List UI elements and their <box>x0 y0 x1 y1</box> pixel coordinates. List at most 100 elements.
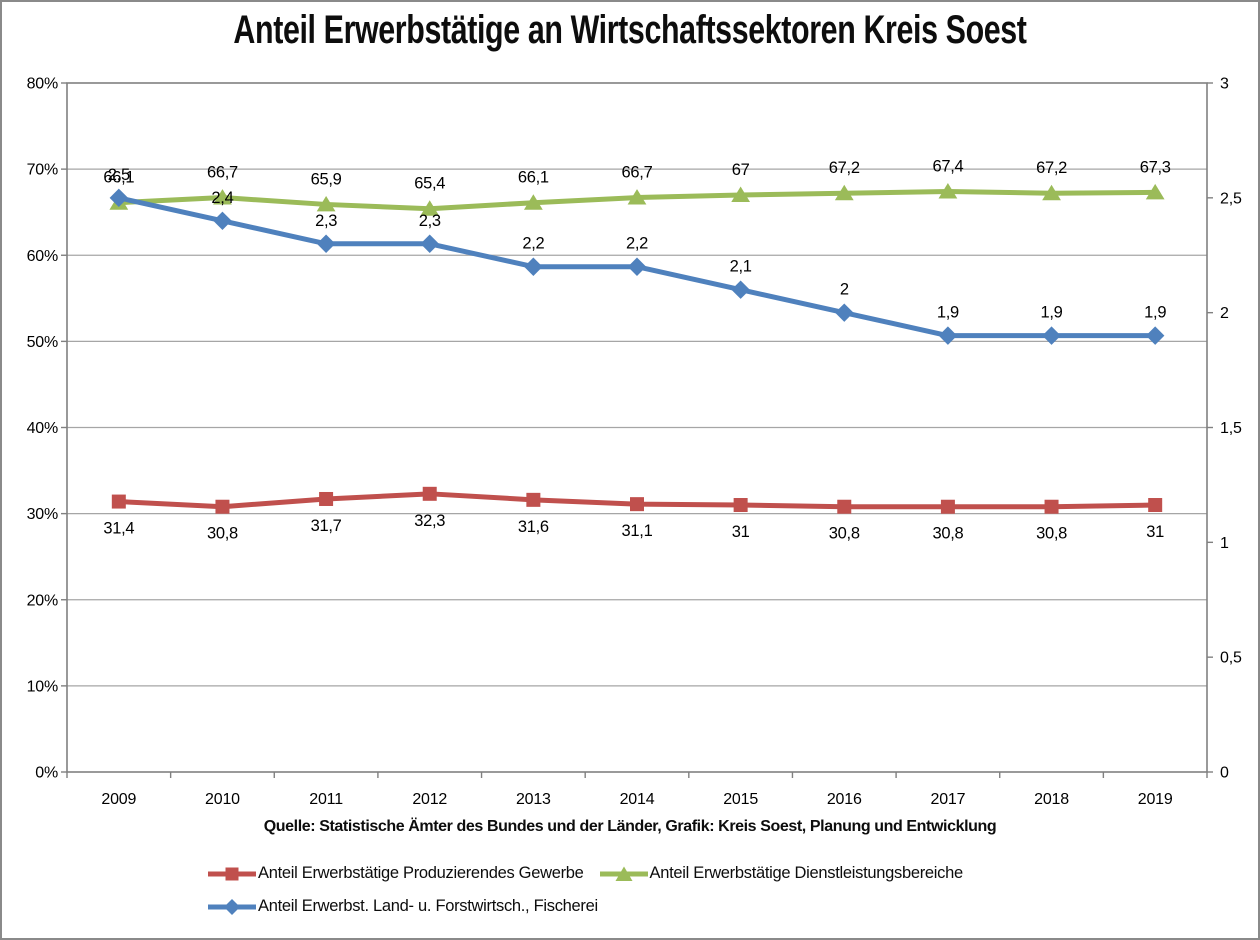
diamond-marker-icon <box>938 326 958 345</box>
data-label: 1,9 <box>1144 304 1166 322</box>
square-marker-icon <box>526 492 541 507</box>
square-marker-icon <box>940 499 955 514</box>
diamond-marker-icon <box>316 234 336 253</box>
diamond-marker-icon <box>524 257 543 276</box>
chart-legend: Anteil Erwerbstätige Produzierendes Gewe… <box>208 864 979 916</box>
x-axis-label: 2013 <box>516 791 551 808</box>
data-label: 30,8 <box>829 525 860 543</box>
x-axis-label: 2012 <box>412 791 447 808</box>
triangle-marker-icon <box>420 200 440 216</box>
data-label: 65,9 <box>311 170 342 188</box>
left-axis-tick-label: 50% <box>27 334 58 351</box>
square-marker-icon <box>630 497 644 512</box>
square-legend-marker-icon <box>208 867 256 880</box>
square-marker-icon <box>319 491 334 506</box>
data-label: 2,2 <box>626 235 648 253</box>
x-axis-label: 2019 <box>1138 791 1173 808</box>
diamond-marker-icon <box>213 211 232 231</box>
diamond-legend-marker-icon <box>208 898 256 915</box>
data-label: 67,2 <box>829 159 860 177</box>
data-label: 67,3 <box>1140 158 1171 176</box>
data-label: 32,3 <box>414 512 445 530</box>
legend-row: Anteil Erwerbst. Land- u. Forstwirtsch.,… <box>208 897 979 916</box>
data-label: 2,4 <box>211 189 233 207</box>
data-label: 66,7 <box>622 164 653 182</box>
source-caption: Quelle: Statistische Ämter des Bundes un… <box>263 818 997 835</box>
data-label: 30,8 <box>207 525 238 543</box>
left-axis-tick-label: 0% <box>35 765 58 782</box>
data-label: 66,7 <box>207 164 238 182</box>
data-label: 67,2 <box>1036 159 1067 177</box>
x-axis-label: 2018 <box>1034 791 1069 808</box>
data-label: 31 <box>732 523 750 541</box>
right-axis-tick-label: 0 <box>1220 765 1229 782</box>
data-label: 31 <box>1146 523 1164 541</box>
triangle-marker-icon <box>1145 183 1165 200</box>
data-label: 2 <box>840 281 849 299</box>
triangle-marker-icon <box>731 186 751 202</box>
legend-item: Anteil Erwerbstätige Produzierendes Gewe… <box>208 864 584 883</box>
legend-item: Anteil Erwerbstätige Dienstleistungsbere… <box>599 864 964 883</box>
x-axis-label: 2017 <box>931 791 966 808</box>
data-label: 2,3 <box>419 212 441 230</box>
square-marker-icon <box>1148 498 1163 513</box>
data-label: 2,1 <box>730 258 752 276</box>
diamond-marker-icon <box>731 280 750 299</box>
triangle-marker-icon <box>627 189 647 205</box>
square-marker-icon <box>422 486 437 501</box>
diamond-marker-icon <box>1042 326 1061 345</box>
data-label: 31,6 <box>518 518 549 536</box>
triangle-marker-icon <box>834 184 854 201</box>
triangle-marker-icon <box>938 183 958 199</box>
right-axis-tick-label: 0,5 <box>1220 650 1242 667</box>
data-label: 66,1 <box>518 169 549 187</box>
left-axis-tick-label: 40% <box>27 420 58 437</box>
right-axis-tick-label: 2,5 <box>1220 190 1242 207</box>
x-axis-label: 2011 <box>309 791 343 808</box>
square-marker-icon <box>215 499 230 514</box>
data-label: 30,8 <box>932 525 963 543</box>
data-label: 30,8 <box>1036 525 1067 543</box>
square-marker-icon <box>733 498 748 513</box>
data-label: 31,4 <box>103 520 134 538</box>
data-label: 1,9 <box>937 304 959 322</box>
diamond-marker-icon <box>109 188 129 208</box>
right-axis-tick-label: 1 <box>1220 535 1229 552</box>
square-marker-icon <box>837 499 852 514</box>
x-axis-label: 2014 <box>620 791 655 808</box>
left-axis-tick-label: 80% <box>27 76 58 93</box>
left-axis-tick-label: 30% <box>27 506 58 523</box>
left-axis-tick-label: 70% <box>27 162 58 179</box>
diamond-marker-icon <box>627 257 647 276</box>
data-label: 66,1 <box>103 169 134 187</box>
triangle-legend-marker-icon <box>599 866 648 881</box>
square-marker-icon <box>111 494 126 509</box>
legend-item-label: Anteil Erwerbst. Land- u. Forstwirtsch.,… <box>258 897 598 915</box>
left-axis-tick-label: 60% <box>27 248 58 265</box>
diamond-marker-icon <box>1145 326 1165 345</box>
data-label: 2,2 <box>522 235 544 253</box>
data-label: 2,5 <box>108 166 130 184</box>
triangle-marker-icon <box>523 194 543 210</box>
square-marker-icon <box>1044 499 1059 514</box>
left-axis-tick-label: 10% <box>27 678 58 695</box>
data-label: 1,9 <box>1041 304 1063 322</box>
chart-title: Anteil Erwerbstätige an Wirtschaftssekto… <box>233 8 1027 52</box>
legend-item: Anteil Erwerbst. Land- u. Forstwirtsch.,… <box>208 897 598 916</box>
x-axis-label: 2009 <box>101 791 136 808</box>
diamond-marker-icon <box>835 303 854 322</box>
right-axis-tick-label: 1,5 <box>1220 420 1242 437</box>
x-axis-label: 2010 <box>205 791 240 808</box>
diamond-marker-icon <box>420 234 439 253</box>
legend-row: Anteil Erwerbstätige Produzierendes Gewe… <box>208 864 979 883</box>
data-label: 2,3 <box>315 212 337 230</box>
data-label: 67 <box>732 161 750 179</box>
x-axis-label: 2016 <box>827 791 862 808</box>
data-label: 65,4 <box>414 175 445 193</box>
legend-item-label: Anteil Erwerbstätige Dienstleistungsbere… <box>649 864 964 882</box>
data-label: 31,1 <box>622 522 653 540</box>
left-axis-tick-label: 20% <box>27 592 58 609</box>
triangle-marker-icon <box>213 189 232 205</box>
